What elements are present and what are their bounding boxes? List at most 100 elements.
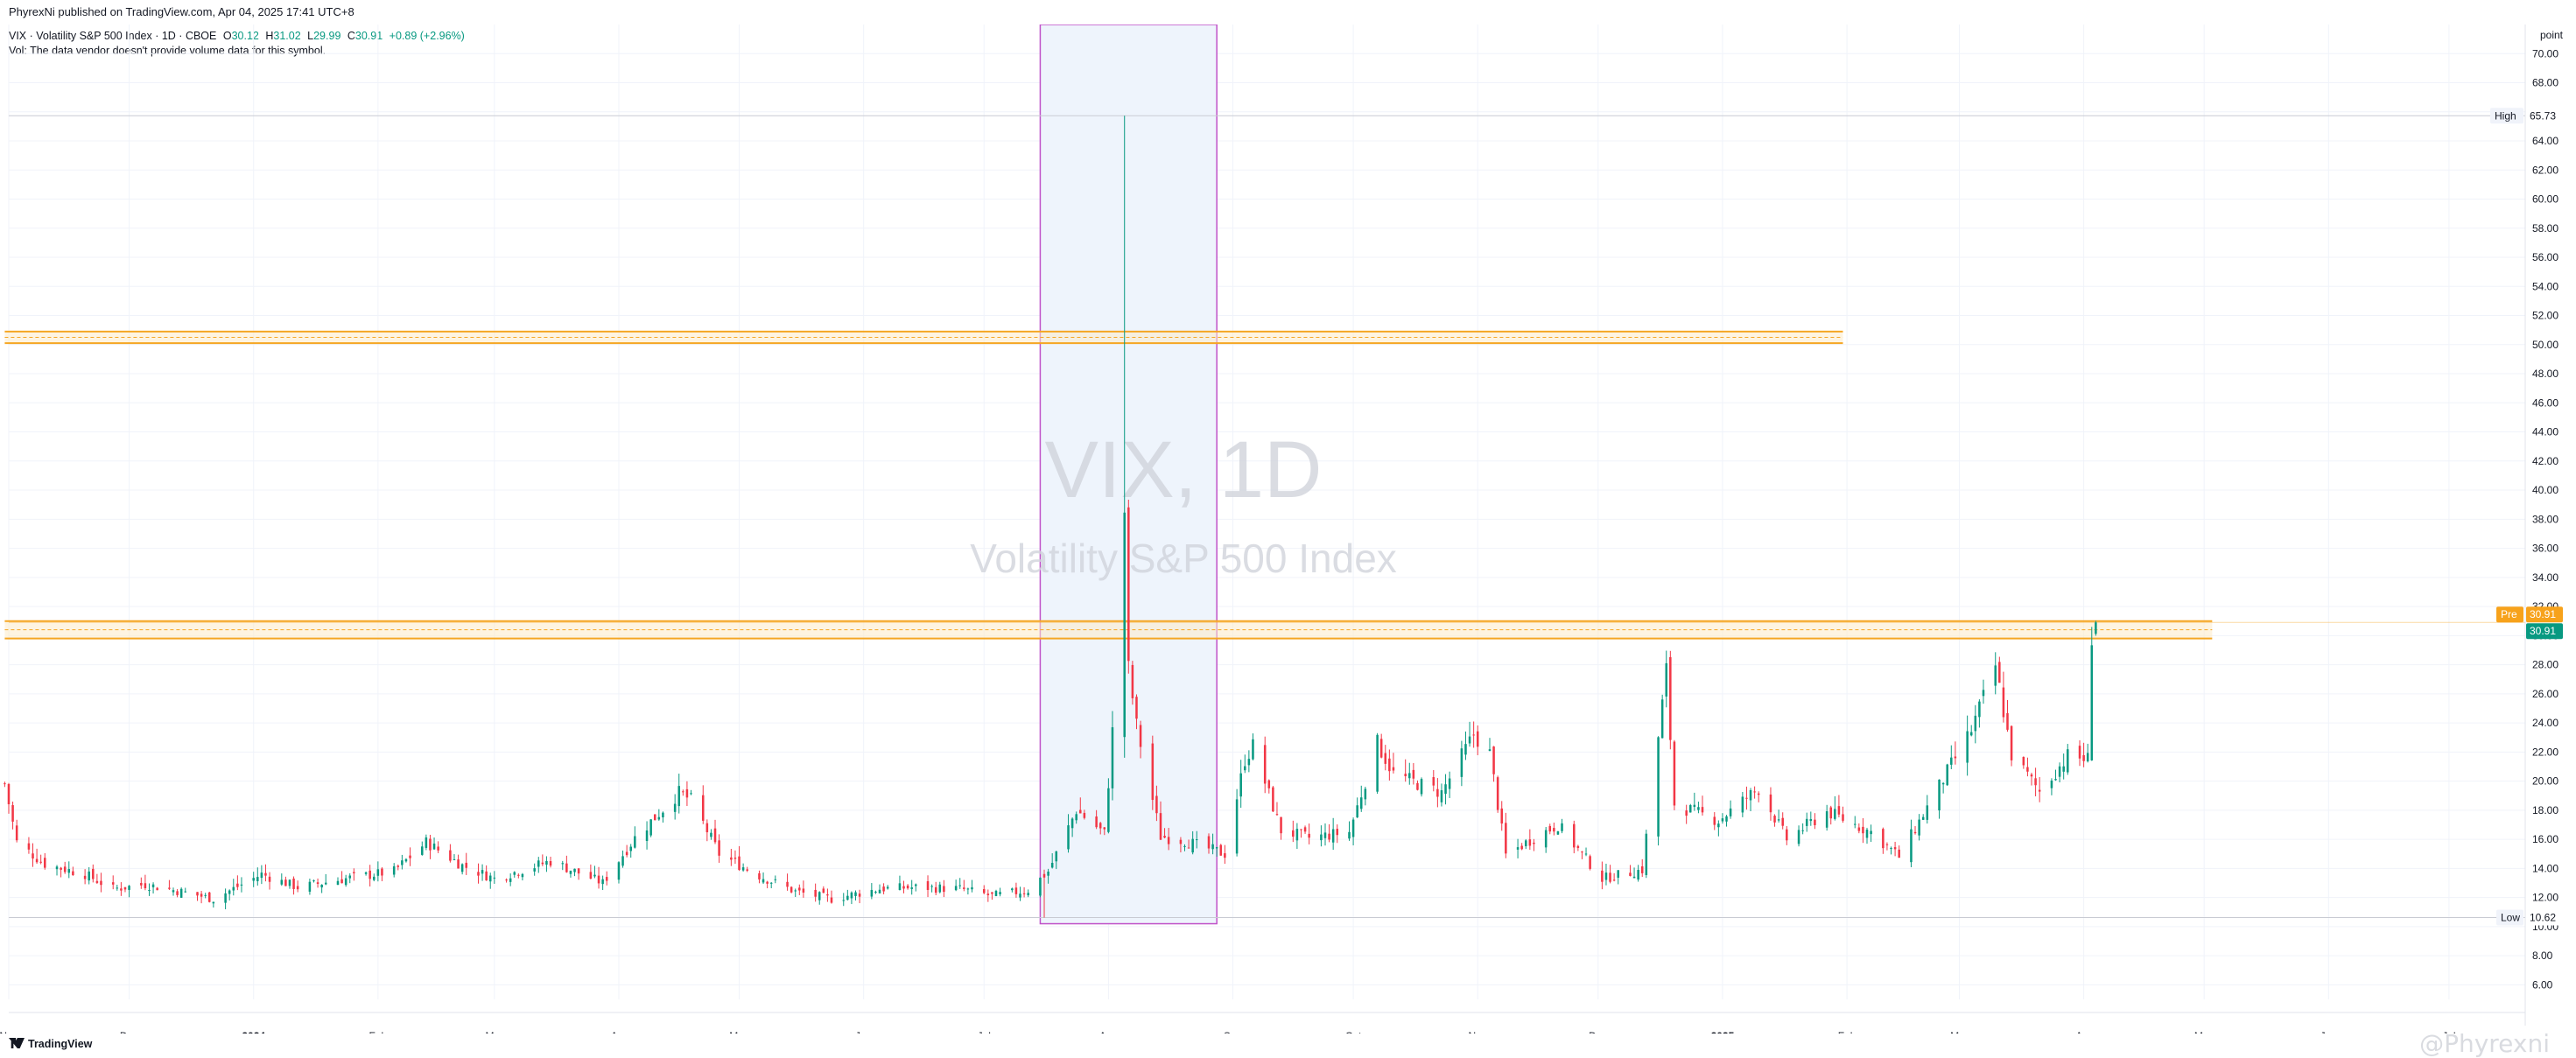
candle-body — [449, 850, 452, 861]
candle-body — [2054, 779, 2057, 781]
candle-body — [1834, 809, 1836, 819]
candle-body — [1673, 741, 1676, 806]
candle-body — [1460, 748, 1463, 777]
candle-body — [1464, 744, 1467, 755]
candle-body — [179, 888, 183, 898]
candle-body — [168, 887, 171, 889]
tradingview-brand[interactable]: TradingView — [9, 1038, 92, 1050]
candle-body — [1946, 764, 1948, 786]
candle-body — [649, 819, 652, 836]
candle-body — [1011, 888, 1014, 891]
candle-body — [2086, 753, 2089, 761]
candle-body — [774, 879, 777, 880]
candle-body — [308, 881, 312, 892]
candle-body — [128, 886, 130, 890]
candle-body — [1890, 848, 1892, 850]
candle-body — [1432, 777, 1435, 786]
zone-layer[interactable] — [4, 330, 2213, 640]
candle-body — [2058, 766, 2061, 777]
candle-body — [1272, 787, 1274, 812]
candle-body — [1657, 737, 1660, 837]
candle-body — [1974, 715, 1977, 732]
open-label: O — [222, 30, 232, 42]
candle-body — [705, 823, 709, 833]
candle-body — [605, 877, 608, 881]
candle-body — [1757, 793, 1760, 795]
candle-body — [1640, 866, 1644, 873]
candle-body — [392, 865, 396, 875]
candle-body — [653, 814, 656, 821]
candle-body — [625, 851, 628, 856]
time-axis[interactable]: Nov Dec 2024 Feb Mar Apr May Jun Jul Aug Sep Oct Nov… — [0, 1012, 2525, 1033]
candle-body — [790, 886, 793, 893]
candle-body — [1645, 833, 1648, 875]
candle-body — [1520, 845, 1523, 850]
candle-body — [1167, 837, 1170, 844]
candle-body — [1496, 777, 1499, 810]
candle-body — [1926, 805, 1929, 820]
candle-body — [488, 875, 492, 882]
candle-body — [1660, 699, 1664, 739]
candle-body — [541, 862, 544, 865]
highlight-range-box[interactable] — [1039, 25, 1218, 925]
high-value: 31.02 — [273, 30, 301, 42]
candle-body — [858, 893, 861, 897]
candle-body — [1741, 796, 1744, 813]
candle-body — [1528, 839, 1532, 846]
close-value: 30.91 — [354, 30, 383, 42]
candle-body — [1862, 826, 1864, 834]
candle-body — [1027, 893, 1029, 896]
price-tick-label: 36.00 — [2532, 543, 2558, 555]
candle-body — [758, 872, 761, 879]
candle-body — [1364, 788, 1367, 800]
candle-body — [1753, 791, 1756, 793]
candle-body — [545, 860, 548, 865]
time-tick-label: Jun — [2320, 1030, 2337, 1033]
candle-body — [401, 860, 404, 865]
price-tick-label: 48.00 — [2532, 368, 2558, 380]
price-axis[interactable]: point6.008.0010.0012.0014.0016.0018.0020… — [2524, 25, 2564, 1026]
candle-body — [2034, 778, 2037, 786]
candle-body — [236, 883, 239, 887]
candle-body — [369, 870, 371, 879]
candle-body — [208, 892, 211, 902]
candle-body — [336, 880, 340, 886]
price-tick-label: 70.00 — [2532, 47, 2558, 60]
candle-body — [1215, 847, 1218, 849]
candle-body — [1047, 871, 1049, 876]
candle-body — [1135, 697, 1138, 719]
candle-body — [2002, 687, 2005, 718]
candle-body — [284, 879, 287, 886]
candle-body — [906, 885, 909, 889]
candle-body — [296, 886, 299, 890]
candle-body — [1825, 811, 1828, 828]
candle-body — [2010, 725, 2013, 760]
candle-body — [485, 871, 488, 881]
candle-body — [100, 880, 102, 886]
candle-body — [1416, 782, 1419, 790]
candle-body — [513, 872, 516, 875]
high-marker: High 65.73 — [2490, 108, 2563, 124]
candle-body — [1910, 829, 1913, 863]
candle-body — [1492, 746, 1495, 774]
candle-body — [460, 864, 464, 872]
candle-body — [373, 876, 376, 880]
candle-body — [493, 877, 496, 879]
candle-body — [870, 889, 874, 897]
candle-body — [344, 878, 347, 886]
candle-body — [814, 889, 817, 897]
price-tick-label: 68.00 — [2532, 77, 2558, 89]
price-chart[interactable]: VIX, 1D Volatility S&P 500 Index point 6.… — [0, 25, 2576, 1033]
candle-body — [1729, 808, 1732, 816]
candle-body — [1067, 825, 1070, 850]
symbol-name[interactable]: VIX · Volatility S&P 500 Index · 1D · CB… — [9, 30, 217, 42]
candle-body — [1014, 887, 1018, 894]
candle-body — [156, 887, 158, 891]
candle-body — [1408, 773, 1411, 779]
candle-body — [1950, 757, 1953, 765]
candle-body — [1913, 831, 1917, 834]
price-tick-label: 52.00 — [2532, 310, 2558, 322]
candle-body — [83, 875, 87, 879]
candle-body — [1837, 806, 1841, 815]
candle-body — [1098, 823, 1102, 829]
